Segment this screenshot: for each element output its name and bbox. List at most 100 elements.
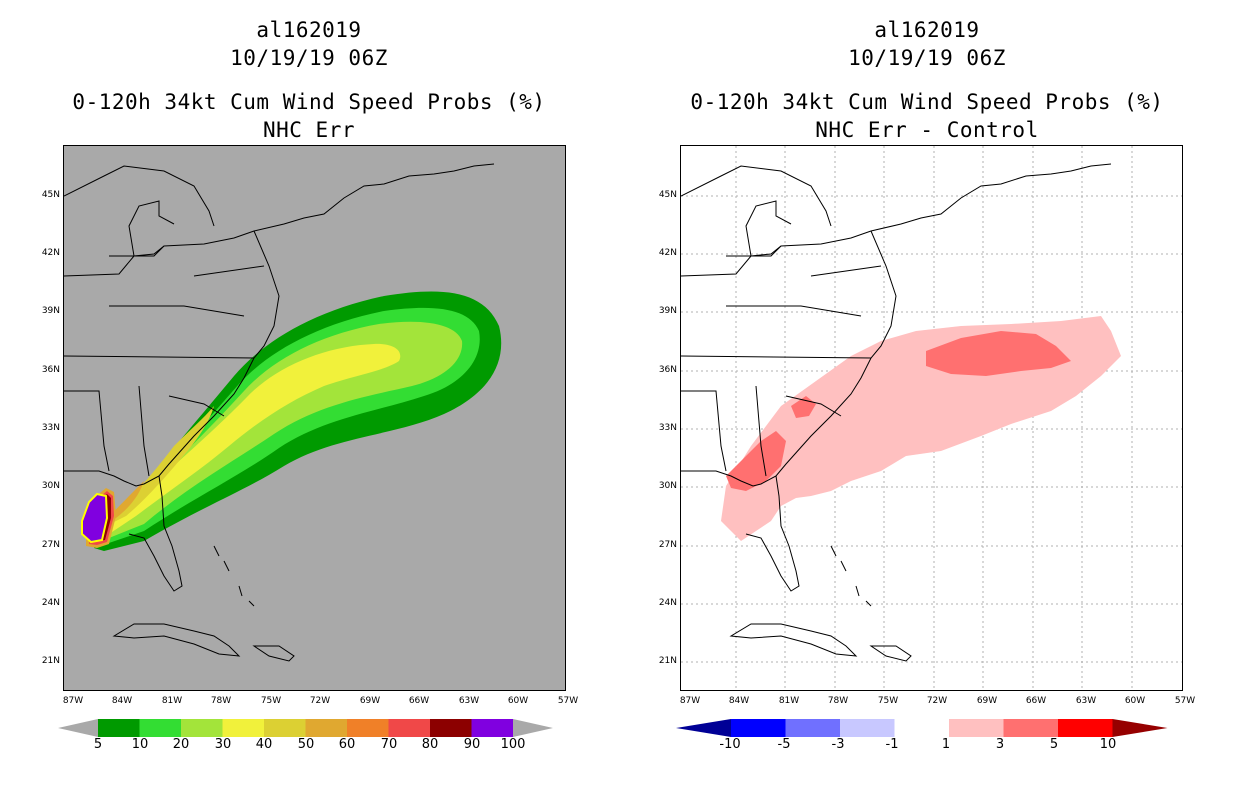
- datetime: 10/19/19 06Z: [848, 46, 1006, 70]
- colorbar-segment: [731, 719, 786, 737]
- lon-label: 60W: [507, 696, 529, 706]
- lat-label: 30N: [658, 481, 677, 491]
- lon-label: 87W: [62, 696, 84, 706]
- left-panel: al162019 10/19/19 06Z 0-120h 34kt Cum Wi…: [41, 18, 579, 752]
- lat-label: 36N: [41, 365, 60, 375]
- difference-contours: [721, 316, 1121, 541]
- lat-label: 42N: [41, 248, 60, 258]
- lat-label: 24N: [658, 598, 677, 608]
- lat-label: 27N: [41, 540, 60, 550]
- lon-label: 57W: [1174, 696, 1196, 706]
- colorbar-tick: 60: [338, 737, 356, 752]
- colorbar-segment: [264, 719, 306, 737]
- colorbar-segment: [430, 719, 472, 737]
- lon-label: 57W: [557, 696, 579, 706]
- colorbar-segment: [1003, 719, 1058, 737]
- lon-label: 63W: [458, 696, 480, 706]
- colorbar: [58, 719, 553, 737]
- plot-subtitle: NHC Err - Control: [815, 118, 1039, 142]
- colorbar-tick: -1: [885, 737, 899, 752]
- colorbar-tick: 50: [297, 737, 315, 752]
- colorbar-tick: 20: [172, 737, 190, 752]
- lat-label: 21N: [658, 656, 677, 666]
- contour-40: [102, 406, 214, 528]
- plot-title: 0-120h 34kt Cum Wind Speed Probs (%): [690, 90, 1164, 114]
- lon-label: 78W: [210, 696, 232, 706]
- lon-label: 78W: [827, 696, 849, 706]
- plot-title: 0-120h 34kt Cum Wind Speed Probs (%): [72, 90, 546, 114]
- lat-label: 42N: [658, 248, 677, 258]
- lon-label: 84W: [728, 696, 750, 706]
- colorbar-tick: 10: [131, 737, 149, 752]
- colorbar-segment: [181, 719, 223, 737]
- contour-3-5a: [926, 331, 1071, 376]
- storm-id: al162019: [256, 18, 362, 42]
- colorbar-segment: [1058, 719, 1113, 737]
- colorbar-end-high: [1112, 719, 1168, 737]
- colorbar-tick: 70: [380, 737, 398, 752]
- right-panel: al162019 10/19/19 06Z 0-120h 34kt Cum Wi…: [618, 0, 1236, 800]
- contour-30: [102, 343, 401, 534]
- colorbar-segment: [840, 719, 895, 737]
- lat-label: 21N: [41, 656, 60, 666]
- lon-label: 81W: [778, 696, 800, 706]
- coastlines: [681, 163, 1112, 662]
- lon-label: 69W: [359, 696, 381, 706]
- colorbar-end-high: [513, 719, 553, 737]
- colorbar-tick: 5: [93, 737, 103, 752]
- probability-contours: [81, 291, 502, 551]
- colorbar-tick: 5: [1049, 737, 1059, 752]
- lon-label: 66W: [408, 696, 430, 706]
- lat-label: 45N: [658, 190, 677, 200]
- lon-label: 72W: [309, 696, 331, 706]
- colorbar-tick: 100: [500, 737, 526, 752]
- lon-label: 81W: [161, 696, 183, 706]
- colorbar-segment: [785, 719, 840, 737]
- colorbar-segment: [305, 719, 347, 737]
- contour-100: [81, 492, 109, 544]
- lat-label: 33N: [41, 423, 60, 433]
- lat-label: 36N: [658, 365, 677, 375]
- lat-label: 27N: [658, 540, 677, 550]
- contour-20: [100, 321, 463, 540]
- lat-label: 33N: [658, 423, 677, 433]
- colorbar-end-low: [676, 719, 731, 737]
- colorbar-tick: -10: [719, 737, 741, 752]
- lon-label: 87W: [679, 696, 701, 706]
- lon-label: 84W: [111, 696, 133, 706]
- datetime: 10/19/19 06Z: [230, 46, 388, 70]
- storm-id: al162019: [874, 18, 980, 42]
- colorbar-segment: [222, 719, 264, 737]
- colorbar-segment: [949, 719, 1004, 737]
- lon-label: 75W: [877, 696, 899, 706]
- contour-3-5b: [726, 431, 786, 491]
- lon-label: 75W: [260, 696, 282, 706]
- contour-1-3: [721, 316, 1121, 541]
- plot-subtitle: NHC Err: [262, 118, 355, 142]
- coastlines: [64, 163, 495, 662]
- colorbar-segment: [139, 719, 181, 737]
- colorbar-tick: 1: [941, 737, 951, 752]
- colorbar-segment: [471, 719, 513, 737]
- lat-label: 39N: [41, 306, 60, 316]
- colorbar-segment: [347, 719, 389, 737]
- colorbar-tick: 90: [463, 737, 481, 752]
- colorbar-segment: [894, 719, 949, 737]
- probability-map: [63, 145, 566, 691]
- lat-label: 45N: [41, 190, 60, 200]
- colorbar-tick: -5: [777, 737, 791, 752]
- difference-map: [680, 145, 1183, 691]
- colorbar-tick: 80: [421, 737, 439, 752]
- colorbar-tick: 30: [214, 737, 232, 752]
- colorbar-tick: 40: [255, 737, 273, 752]
- colorbar-segment: [388, 719, 430, 737]
- lon-label: 66W: [1025, 696, 1047, 706]
- colorbar-end-low: [58, 719, 98, 737]
- lat-label: 39N: [658, 306, 677, 316]
- colorbar-tick: 10: [1099, 737, 1117, 752]
- colorbar: [676, 719, 1168, 737]
- lon-label: 72W: [926, 696, 948, 706]
- colorbar-tick: 3: [995, 737, 1005, 752]
- colorbar-tick: -3: [831, 737, 845, 752]
- lon-label: 60W: [1124, 696, 1146, 706]
